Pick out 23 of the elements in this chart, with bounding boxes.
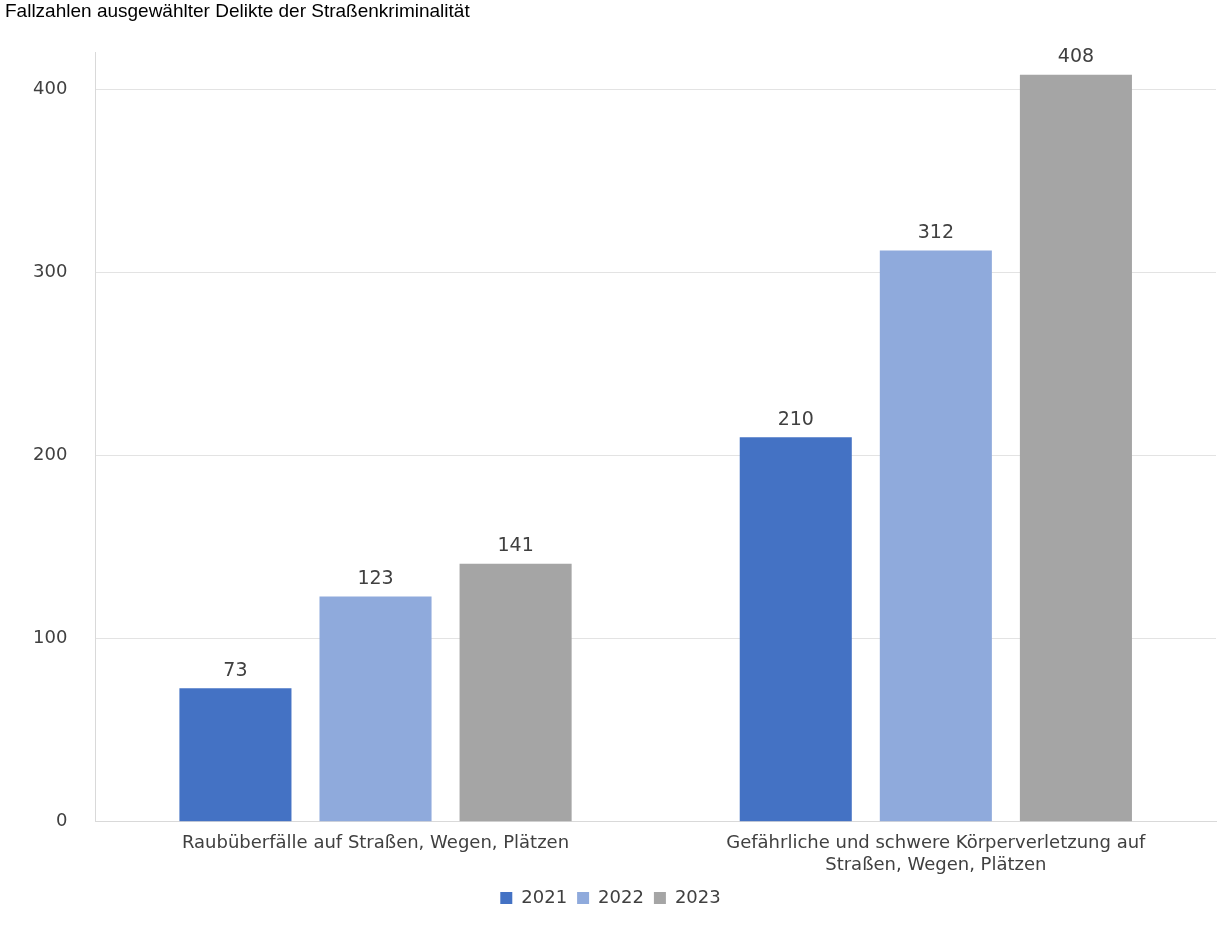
legend-label: 2021 bbox=[521, 885, 568, 907]
data-label: 123 bbox=[357, 566, 394, 589]
bar bbox=[739, 437, 852, 822]
y-tick-label: 0 bbox=[55, 809, 68, 831]
x-tick-label: Gefährliche und schwere Körperverletzung auf Straßen, Wegen, Plätzen bbox=[726, 831, 1147, 874]
chart-title: Fallzahlen ausgewählter Delikte der Straßenkriminalität bbox=[5, 0, 471, 21]
data-label: 312 bbox=[917, 219, 954, 242]
legend-label: 2022 bbox=[598, 885, 644, 907]
bar bbox=[179, 688, 292, 822]
data-label: 210 bbox=[777, 406, 814, 429]
data-label: 141 bbox=[497, 533, 534, 556]
data-label: 73 bbox=[223, 657, 248, 680]
bar bbox=[459, 563, 572, 822]
data-label: 408 bbox=[1057, 44, 1095, 67]
y-tick-label: 400 bbox=[33, 77, 68, 99]
bar bbox=[319, 596, 432, 822]
y-tick-label: 300 bbox=[33, 260, 68, 282]
legend-label: 2023 bbox=[674, 885, 721, 907]
y-tick-label: 200 bbox=[33, 443, 68, 465]
bar bbox=[1019, 74, 1132, 822]
y-tick-label: 100 bbox=[33, 626, 68, 648]
x-tick-label: Raubüberfälle auf Straßen, Wegen, Plätzen bbox=[181, 831, 570, 853]
bar bbox=[879, 250, 992, 822]
